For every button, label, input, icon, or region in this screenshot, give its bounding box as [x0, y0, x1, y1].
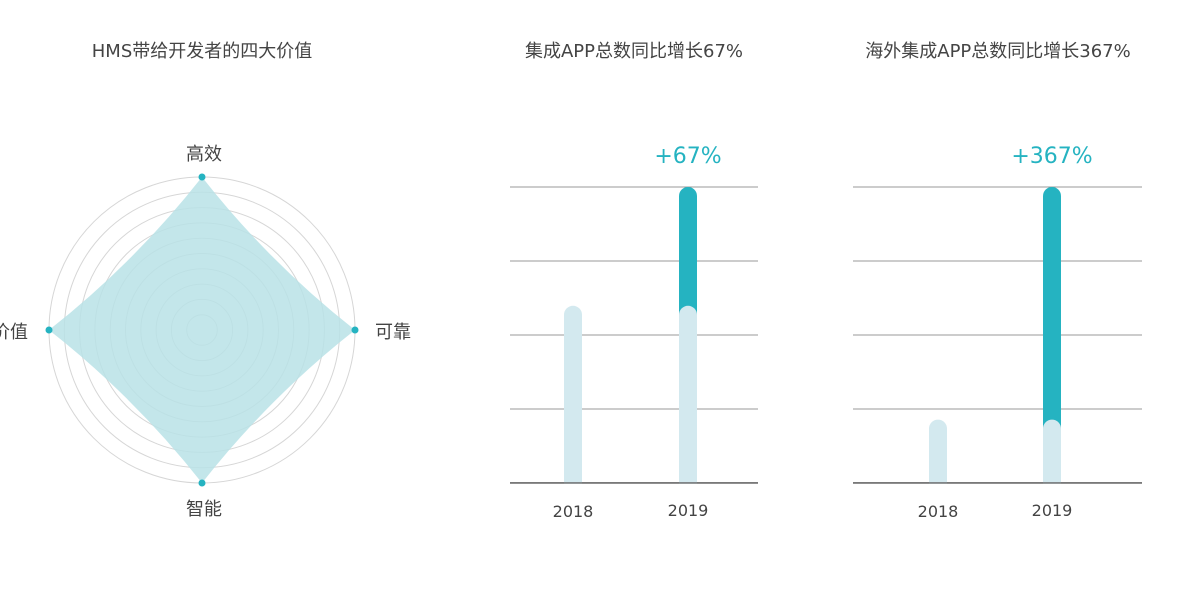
- axis-mask: [510, 483, 758, 496]
- bar-chart-2-gridlines: [853, 186, 1142, 484]
- radar-axis-label-efficient: 高效: [186, 144, 222, 165]
- radar-axis-label-reliable: 可靠: [375, 322, 411, 343]
- radar-area: [49, 177, 355, 483]
- radar-point-4: [45, 326, 53, 334]
- bar-chart-1-bars: [510, 187, 758, 496]
- bar-base-2018: [564, 305, 582, 492]
- bar-base-2018: [929, 419, 947, 492]
- bar-chart-1-growth-label: +67%: [654, 144, 721, 169]
- radar-axis-label-value: 价值: [0, 322, 28, 343]
- bar-chart-2-x-tick-2019: 2019: [1032, 501, 1073, 520]
- radar-point-1: [198, 173, 206, 181]
- bar-base-2019: [1043, 419, 1061, 492]
- bar-chart-1-x-tick-2018: 2018: [553, 502, 594, 521]
- bar-chart-total-apps: 集成APP总数同比增长67% +67% 2018 2019: [510, 41, 758, 521]
- bar-growth-2019: [1043, 187, 1061, 438]
- bar-chart-1-gridlines: [510, 186, 758, 484]
- radar-axis-label-smart: 智能: [186, 499, 222, 520]
- bar-chart-1-title: 集成APP总数同比增长67%: [525, 41, 743, 62]
- radar-point-3: [198, 479, 206, 487]
- bar-chart-1-x-tick-2019: 2019: [668, 501, 709, 520]
- bar-chart-2-bars: [853, 187, 1142, 496]
- bar-base-2019: [679, 305, 697, 492]
- bar-chart-overseas-apps: 海外集成APP总数同比增长367% +367% 2018 2019: [853, 41, 1142, 521]
- radar-title: HMS带给开发者的四大价值: [92, 41, 313, 62]
- radar-points: [45, 173, 359, 487]
- bar-chart-2-title: 海外集成APP总数同比增长367%: [865, 41, 1130, 62]
- bar-chart-2-x-tick-2018: 2018: [918, 502, 959, 521]
- radar-chart: HMS带给开发者的四大价值 高效 可靠 智能 价值: [0, 41, 411, 520]
- radar-point-2: [351, 326, 359, 334]
- bar-growth-2019: [679, 187, 697, 324]
- axis-mask: [853, 483, 1142, 496]
- bar-chart-2-growth-label: +367%: [1011, 144, 1092, 169]
